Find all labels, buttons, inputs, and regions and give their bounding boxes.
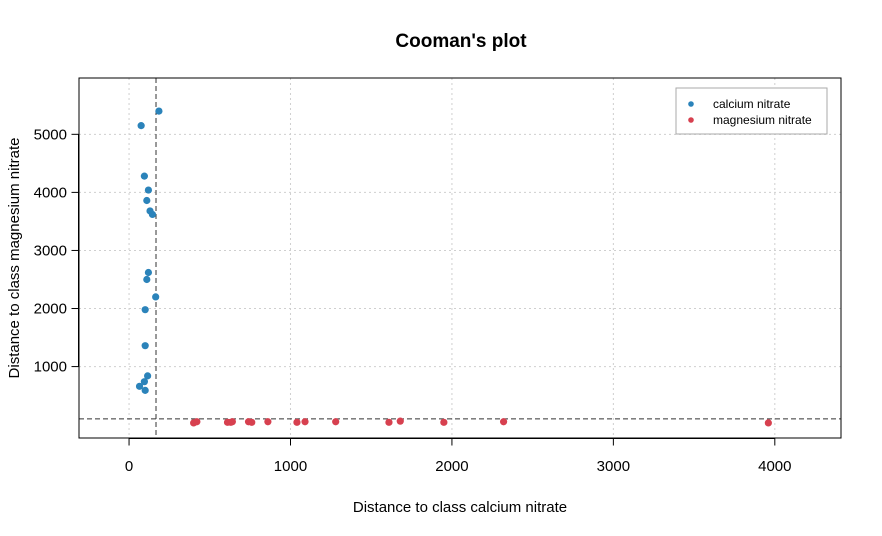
point-series0-0 — [137, 122, 145, 130]
legend-marker-1 — [688, 117, 694, 123]
point-series0-15 — [141, 386, 149, 394]
point-series0-10 — [141, 306, 149, 314]
point-series0-7 — [144, 268, 153, 277]
point-series1-6 — [248, 418, 256, 426]
legend-label-1: magnesium nitrate — [713, 113, 812, 127]
point-series0-3 — [144, 186, 153, 194]
y-tick-label-1: 2000 — [34, 301, 67, 318]
data-points — [135, 107, 772, 427]
y-axis-label: Distance to class magnesium nitrate — [6, 138, 23, 379]
x-tick-label-1: 1000 — [274, 458, 307, 475]
x-tick-label-0: 0 — [125, 458, 133, 475]
y-tick-label-0: 1000 — [34, 359, 67, 376]
x-tick-label-2: 2000 — [435, 458, 468, 475]
point-series1-9 — [301, 418, 309, 426]
legend-marker-0 — [688, 101, 694, 107]
y-tick-label-2: 3000 — [34, 242, 67, 259]
legend: calcium nitrate magnesium nitrate — [675, 87, 828, 135]
legend-box — [675, 87, 828, 135]
point-series1-13 — [440, 418, 448, 426]
x-axis-label: Distance to class calcium nitrate — [353, 499, 567, 516]
point-series1-4 — [228, 418, 236, 426]
point-series0-1 — [155, 107, 163, 115]
point-series0-12 — [144, 372, 152, 380]
point-series1-8 — [293, 418, 301, 426]
x-tick-label-4: 4000 — [758, 458, 791, 475]
point-series1-7 — [264, 418, 272, 426]
y-axis: 1000 2000 3000 4000 5000 — [34, 126, 79, 376]
point-series1-1 — [193, 418, 201, 426]
y-tick-label-4: 5000 — [34, 126, 67, 143]
point-series1-10 — [332, 418, 340, 426]
x-tick-label-3: 3000 — [597, 458, 630, 475]
x-axis: 0 1000 2000 3000 4000 — [125, 438, 791, 475]
point-series1-11 — [385, 418, 393, 426]
threshold-lines — [79, 78, 841, 438]
point-series1-12 — [396, 417, 404, 425]
point-series0-14 — [135, 382, 144, 390]
point-series0-6 — [148, 210, 157, 219]
point-series0-11 — [141, 342, 149, 350]
point-series0-9 — [152, 293, 160, 301]
y-tick-label-3: 4000 — [34, 184, 67, 201]
point-series0-2 — [140, 172, 148, 180]
legend-label-0: calcium nitrate — [713, 97, 791, 111]
point-series1-15 — [764, 419, 772, 427]
chart-title: Cooman's plot — [395, 31, 527, 52]
point-series0-4 — [143, 196, 151, 205]
point-series1-14 — [499, 418, 508, 426]
point-series0-8 — [143, 275, 151, 284]
point-series0-13 — [140, 378, 148, 386]
